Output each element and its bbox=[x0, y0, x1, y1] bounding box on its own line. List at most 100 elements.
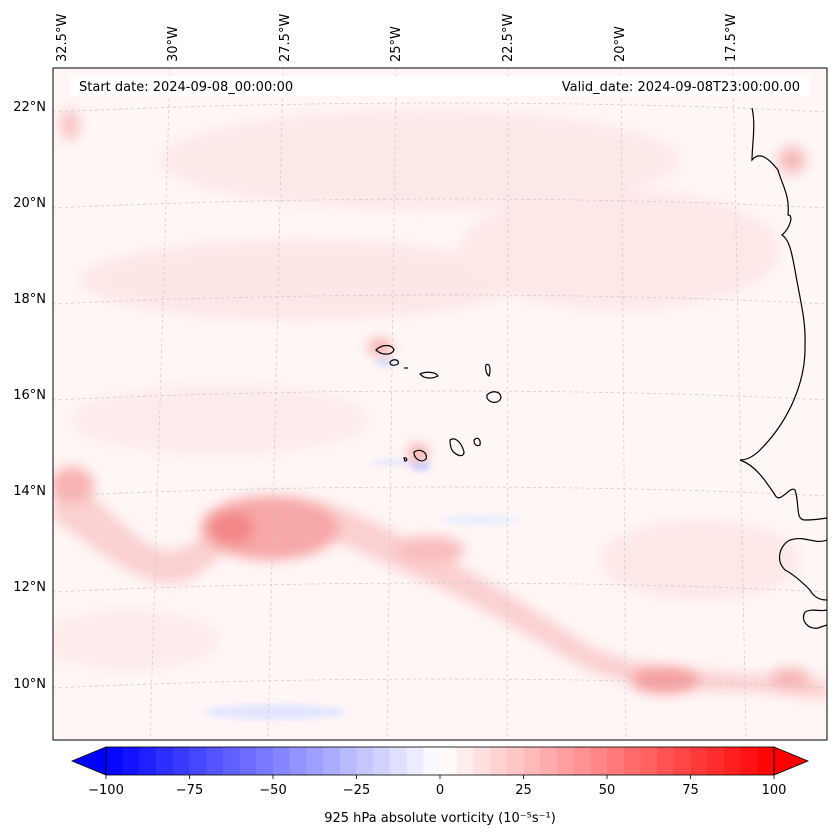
lon-label: 30°W bbox=[166, 26, 181, 62]
colorbar-segment bbox=[273, 747, 290, 775]
island-santo-antao bbox=[375, 344, 395, 355]
vorticity-core bbox=[395, 536, 465, 564]
colorbar-segment bbox=[339, 747, 357, 775]
colorbar-segment bbox=[323, 747, 341, 775]
cape-verde-islands bbox=[375, 344, 502, 462]
weak-vorticity-area bbox=[160, 110, 680, 210]
weak-vorticity-area bbox=[80, 240, 520, 320]
weak-vorticity-area bbox=[70, 385, 370, 455]
colorbar-segment bbox=[740, 747, 758, 775]
lat-label: 22°N bbox=[13, 100, 46, 115]
graticule bbox=[53, 68, 827, 740]
valid-date-label: Valid_date: 2024-09-08T23:00:00.00 bbox=[562, 80, 800, 95]
colorbar-segment bbox=[406, 747, 424, 775]
vorticity-core bbox=[200, 496, 340, 560]
colorbar-segment bbox=[122, 747, 140, 775]
colorbar-tick-label: −50 bbox=[259, 783, 286, 798]
colorbar-segment bbox=[690, 747, 708, 775]
colorbar-segment bbox=[723, 747, 741, 775]
colorbar-tick-label: 0 bbox=[436, 783, 444, 798]
colorbar-segment bbox=[356, 747, 374, 775]
vorticity-core bbox=[53, 467, 94, 503]
colorbar-segment bbox=[707, 747, 725, 775]
vorticity-core bbox=[770, 668, 810, 688]
lat-label: 16°N bbox=[13, 388, 46, 403]
weak-vorticity-area bbox=[53, 610, 220, 670]
colorbar-tick-label: 25 bbox=[515, 783, 532, 798]
island-santiago bbox=[449, 438, 465, 457]
colorbar-steps bbox=[106, 747, 775, 775]
negative-vorticity-area bbox=[440, 515, 520, 525]
colorbar-segment bbox=[172, 747, 190, 775]
colorbar-ticks bbox=[105, 775, 775, 779]
vorticity-core bbox=[60, 109, 80, 141]
lat-label: 18°N bbox=[13, 292, 46, 307]
weak-vorticity-area bbox=[460, 190, 780, 310]
lat-label: 12°N bbox=[13, 580, 46, 595]
lon-label: 25°W bbox=[389, 26, 404, 62]
negative-vorticity-area bbox=[205, 704, 345, 720]
lon-label: 27.5°W bbox=[278, 14, 293, 62]
vorticity-core bbox=[630, 666, 700, 694]
lat-label: 10°N bbox=[13, 677, 46, 692]
lat-label: 20°N bbox=[13, 196, 46, 211]
colorbar-segment bbox=[289, 747, 307, 775]
colorbar-segment bbox=[256, 747, 274, 775]
colorbar-extend-max bbox=[773, 746, 810, 776]
colorbar-segment bbox=[206, 747, 224, 775]
map-frame bbox=[52, 67, 828, 741]
negative-vorticity-area bbox=[375, 357, 395, 367]
colorbar-tick-label: 100 bbox=[762, 783, 787, 798]
colorbar-segment bbox=[156, 747, 174, 775]
vorticity-core bbox=[778, 146, 806, 174]
colorbar-segment bbox=[657, 747, 675, 775]
colorbar-segment bbox=[440, 747, 457, 775]
colorbar-segment bbox=[540, 747, 558, 775]
colorbar-segment bbox=[306, 747, 324, 775]
colorbar-tick-label: 75 bbox=[682, 783, 699, 798]
colorbar-segment bbox=[423, 747, 441, 775]
lat-label: 14°N bbox=[13, 484, 46, 499]
lon-label: 32.5°W bbox=[55, 14, 70, 62]
colorbar-tick-label: −100 bbox=[88, 783, 124, 798]
colorbar-segment bbox=[456, 747, 474, 775]
island-boa-vista bbox=[486, 391, 502, 403]
colorbar-segment bbox=[523, 747, 541, 775]
start-date-label: Start date: 2024-09-08_00:00:00 bbox=[79, 80, 293, 95]
vorticity-core bbox=[210, 512, 254, 544]
lon-label: 17.5°W bbox=[724, 14, 739, 62]
colorbar-segment bbox=[473, 747, 491, 775]
colorbar-segment bbox=[757, 747, 775, 775]
colorbar-segment bbox=[189, 747, 207, 775]
colorbar: −100 −75 −50 −25 0 25 50 75 100 925 hPa … bbox=[70, 746, 810, 826]
colorbar-segment bbox=[106, 747, 123, 775]
colorbar-segment bbox=[673, 747, 691, 775]
colorbar-segment bbox=[222, 747, 240, 775]
colorbar-segment bbox=[373, 747, 391, 775]
lon-label: 22.5°W bbox=[501, 14, 516, 62]
longitude-labels: 32.5°W 30°W 27.5°W 25°W 22.5°W 20°W 17.5… bbox=[55, 14, 739, 62]
colorbar-segment bbox=[239, 747, 257, 775]
colorbar-tick-labels: −100 −75 −50 −25 0 25 50 75 100 bbox=[88, 783, 786, 798]
colorbar-segment bbox=[640, 747, 658, 775]
colorbar-segment bbox=[590, 747, 608, 775]
colorbar-tick-label: −25 bbox=[343, 783, 370, 798]
colorbar-tick-label: −75 bbox=[176, 783, 203, 798]
lon-label: 20°W bbox=[613, 26, 628, 62]
colorbar-segment bbox=[490, 747, 508, 775]
colorbar-segment bbox=[139, 747, 157, 775]
island-sao-vicente bbox=[389, 359, 399, 366]
colorbar-extend-min bbox=[70, 746, 107, 776]
island-fogo bbox=[413, 449, 427, 462]
vorticity-core bbox=[408, 445, 428, 461]
island-maio bbox=[473, 437, 481, 447]
vorticity-field bbox=[53, 68, 827, 740]
colorbar-label: 925 hPa absolute vorticity (10⁻⁵s⁻¹) bbox=[324, 811, 556, 826]
colorbar-segment bbox=[389, 747, 407, 775]
africa-coastline bbox=[739, 107, 827, 629]
colorbar-segment bbox=[623, 747, 641, 775]
colorbar-segment bbox=[556, 747, 574, 775]
map-panel: Start date: 2024-09-08_00:00:00 Valid_da… bbox=[52, 67, 828, 741]
island-sal bbox=[485, 363, 491, 377]
